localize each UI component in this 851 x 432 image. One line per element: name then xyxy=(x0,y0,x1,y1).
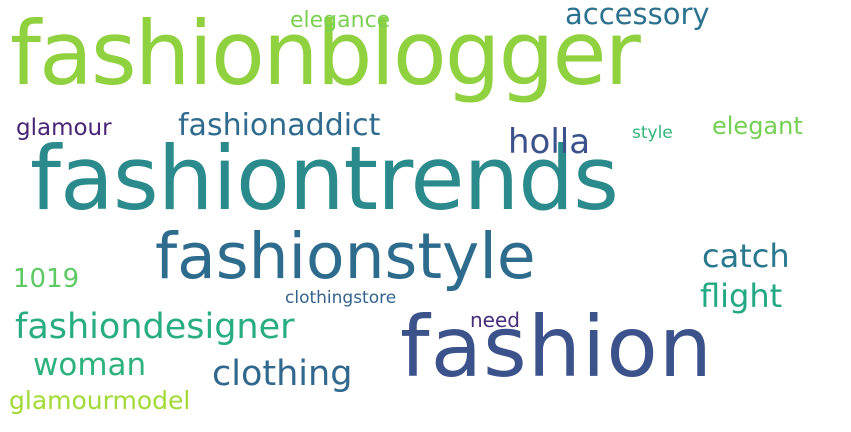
word-woman: woman xyxy=(33,347,147,383)
word-need: need xyxy=(470,308,520,332)
word-fashionblogger: fashionblogger xyxy=(10,2,641,105)
word-fashion: fashion xyxy=(400,298,714,396)
word-fashionstyle: fashionstyle xyxy=(155,220,536,293)
word-elegance: elegance xyxy=(290,8,391,33)
word-glamourmodel: glamourmodel xyxy=(9,386,191,415)
word-elegant: elegant xyxy=(712,112,803,140)
word-1019: 1019 xyxy=(13,264,80,294)
word-clothing: clothing xyxy=(212,354,353,394)
word-fashiondesigner: fashiondesigner xyxy=(15,307,295,347)
word-catch: catch xyxy=(702,237,790,275)
word-accessory: accessory xyxy=(565,0,710,31)
word-style: style xyxy=(632,123,673,143)
word-clothingstore: clothingstore xyxy=(285,288,397,308)
word-flight: flight xyxy=(700,277,783,315)
word-glamour: glamour xyxy=(16,115,112,141)
word-holla: holla xyxy=(508,122,591,162)
word-fashiontrends: fashiontrends xyxy=(30,127,619,230)
word-fashionaddict: fashionaddict xyxy=(178,108,381,143)
